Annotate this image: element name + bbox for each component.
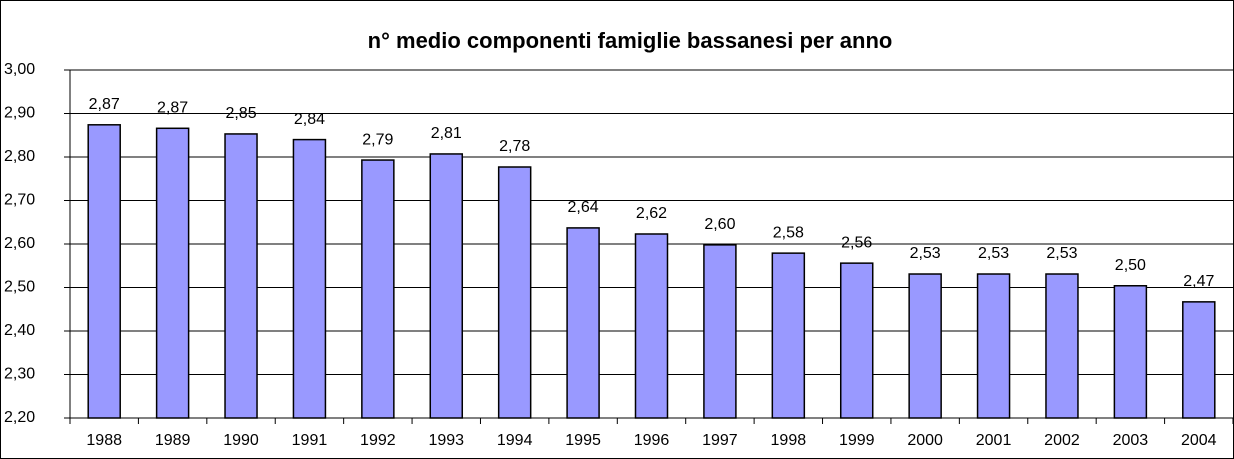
y-tick-label: 3,00 bbox=[4, 61, 35, 78]
bar bbox=[429, 153, 464, 419]
x-tick-label: 2000 bbox=[907, 432, 943, 449]
x-tick-label: 1995 bbox=[565, 432, 601, 449]
bar bbox=[224, 133, 258, 419]
x-tick-label: 2003 bbox=[1113, 432, 1149, 449]
bar bbox=[361, 159, 395, 419]
x-tick-label: 2001 bbox=[976, 432, 1012, 449]
x-tick-label: 1994 bbox=[497, 432, 533, 449]
x-tick-label: 2004 bbox=[1181, 432, 1217, 449]
bar bbox=[1182, 301, 1216, 419]
value-label: 2,78 bbox=[499, 138, 530, 155]
bar bbox=[497, 166, 532, 419]
value-label: 2,47 bbox=[1183, 273, 1214, 290]
bar bbox=[566, 227, 600, 419]
bar bbox=[1045, 273, 1079, 419]
y-tick-label: 2,20 bbox=[4, 409, 35, 426]
x-tick-label: 1998 bbox=[771, 432, 807, 449]
bar bbox=[292, 138, 327, 419]
x-tick-label: 2002 bbox=[1044, 432, 1080, 449]
x-tick-label: 1993 bbox=[428, 432, 464, 449]
value-label: 2,53 bbox=[1046, 245, 1077, 262]
value-label: 2,87 bbox=[157, 100, 188, 117]
y-tick-label: 2,90 bbox=[4, 105, 35, 122]
value-label: 2,85 bbox=[225, 105, 256, 122]
bar bbox=[155, 127, 190, 419]
y-tick-label: 2,50 bbox=[4, 279, 35, 296]
y-tick-label: 2,40 bbox=[4, 322, 35, 339]
x-tick-label: 1999 bbox=[839, 432, 875, 449]
bar bbox=[1113, 285, 1148, 419]
bar bbox=[908, 273, 942, 419]
value-label: 2,53 bbox=[978, 245, 1009, 262]
x-tick-label: 1989 bbox=[155, 432, 191, 449]
x-tick-label: 1988 bbox=[86, 432, 122, 449]
value-label: 2,50 bbox=[1115, 257, 1146, 274]
value-label: 2,64 bbox=[568, 199, 599, 216]
bar bbox=[634, 233, 669, 419]
bar bbox=[771, 252, 806, 419]
bar bbox=[839, 262, 874, 419]
y-tick-label: 2,60 bbox=[4, 235, 35, 252]
value-label: 2,62 bbox=[636, 205, 667, 222]
chart-title: n° medio componenti famiglie bassanesi p… bbox=[368, 28, 893, 53]
bar bbox=[703, 244, 737, 419]
x-tick-label: 1996 bbox=[634, 432, 670, 449]
y-tick-label: 2,30 bbox=[4, 366, 35, 383]
value-label: 2,84 bbox=[294, 111, 325, 128]
value-label: 2,79 bbox=[362, 131, 393, 148]
bar bbox=[87, 124, 121, 419]
x-tick-label: 1991 bbox=[292, 432, 328, 449]
y-tick-label: 2,70 bbox=[4, 192, 35, 209]
value-label: 2,58 bbox=[773, 224, 804, 241]
value-label: 2,81 bbox=[431, 125, 462, 142]
x-tick-label: 1992 bbox=[360, 432, 396, 449]
y-tick-label: 2,80 bbox=[4, 148, 35, 165]
value-label: 2,87 bbox=[89, 96, 120, 113]
x-tick-label: 1990 bbox=[223, 432, 259, 449]
value-label: 2,53 bbox=[910, 245, 941, 262]
value-label: 2,56 bbox=[841, 234, 872, 251]
bar bbox=[976, 273, 1011, 419]
x-tick-label: 1997 bbox=[702, 432, 738, 449]
value-label: 2,60 bbox=[704, 216, 735, 233]
